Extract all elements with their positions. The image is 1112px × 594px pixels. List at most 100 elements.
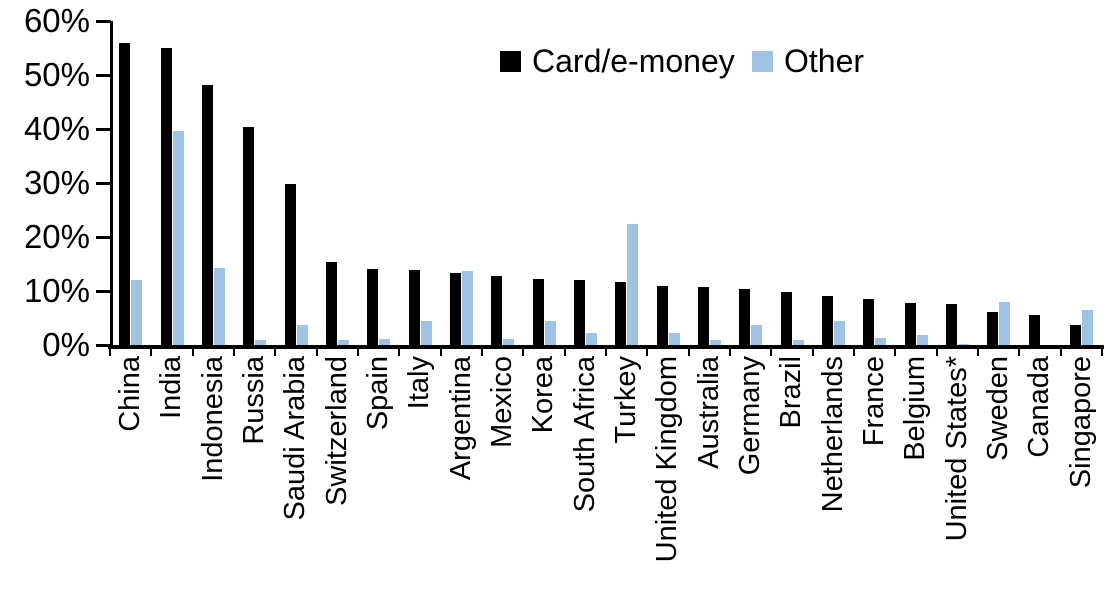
bar-other-south-africa	[585, 333, 597, 345]
bar-card-e-money-netherlands	[821, 296, 833, 345]
bar-card-e-money-spain	[367, 269, 379, 345]
x-label-brazil: Brazil	[771, 356, 812, 591]
bar-card-e-money-india	[160, 48, 172, 345]
category-tick	[935, 349, 938, 356]
bar-other-switzerland	[337, 340, 349, 345]
x-label-korea: Korea	[523, 356, 564, 591]
y-tick-label-30: 30%	[23, 164, 90, 201]
x-label-text-brazil: Brazil	[775, 356, 808, 429]
bar-card-e-money-italy	[408, 269, 420, 345]
bar-other-indonesia	[213, 268, 225, 345]
x-label-text-sweden: Sweden	[982, 356, 1015, 461]
x-label-germany: Germany	[730, 356, 771, 591]
bar-other-germany	[751, 325, 763, 345]
x-label-switzerland: Switzerland	[317, 356, 358, 591]
y-tick-label-40: 40%	[23, 110, 90, 147]
bar-card-e-money-sweden	[987, 311, 999, 345]
x-label-text-indonesia: Indonesia	[196, 356, 229, 482]
x-label-text-india: India	[155, 356, 188, 419]
bar-card-e-money-china	[119, 42, 131, 345]
category-tick	[605, 349, 607, 356]
category-tick	[853, 349, 855, 356]
bar-card-e-money-france	[863, 299, 875, 345]
x-label-text-united-states: United States*	[940, 356, 973, 542]
y-tick-30	[96, 181, 111, 185]
x-label-india: India	[151, 356, 192, 591]
bar-other-italy	[420, 320, 432, 345]
x-label-text-italy: Italy	[403, 356, 436, 410]
bar-card-e-money-united-kingdom	[656, 286, 668, 345]
category-tick	[357, 349, 359, 356]
x-label-text-singapore: Singapore	[1064, 356, 1097, 489]
category-tick	[1101, 349, 1103, 356]
bar-other-mexico	[503, 338, 515, 345]
category-tick	[150, 349, 153, 356]
x-label-south-africa: South Africa	[565, 356, 606, 591]
category-tick	[977, 349, 979, 356]
bar-card-e-money-russia	[243, 126, 255, 345]
bar-other-brazil	[792, 339, 804, 345]
legend-swatch-card-e-money	[500, 50, 521, 72]
x-label-text-united-kingdom: United Kingdom	[651, 356, 684, 563]
x-label-indonesia: Indonesia	[193, 356, 234, 591]
category-tick	[109, 349, 111, 356]
category-tick	[439, 349, 442, 356]
x-label-australia: Australia	[689, 356, 730, 591]
bar-card-e-money-mexico	[491, 276, 503, 345]
category-tick	[687, 349, 690, 356]
bar-other-argentina	[461, 271, 473, 345]
x-label-text-china: China	[114, 356, 147, 432]
x-label-netherlands: Netherlands	[813, 356, 854, 591]
bar-card-e-money-australia	[697, 287, 709, 345]
bar-other-india	[172, 130, 184, 345]
x-label-text-australia: Australia	[692, 356, 725, 469]
x-label-text-switzerland: Switzerland	[320, 356, 353, 506]
bar-card-e-money-singapore	[1069, 325, 1081, 345]
bar-card-e-money-switzerland	[325, 261, 337, 345]
y-tick-60	[96, 19, 111, 23]
x-axis-line	[108, 345, 1104, 349]
x-label-text-korea: Korea	[527, 356, 560, 434]
category-tick	[894, 349, 897, 356]
category-tick	[563, 349, 566, 356]
bar-card-e-money-south-africa	[573, 280, 585, 345]
x-label-italy: Italy	[399, 356, 440, 591]
x-label-text-south-africa: South Africa	[568, 356, 601, 513]
x-label-text-netherlands: Netherlands	[816, 356, 849, 513]
category-tick	[398, 349, 401, 356]
x-label-turkey: Turkey	[606, 356, 647, 591]
bar-other-china	[131, 280, 143, 345]
bar-other-turkey	[627, 223, 639, 345]
x-label-sweden: Sweden	[978, 356, 1019, 591]
y-axis-line	[110, 21, 113, 348]
bar-other-belgium	[916, 334, 928, 345]
bar-other-saudi-arabia	[296, 325, 308, 345]
x-label-text-germany: Germany	[734, 356, 767, 476]
y-tick-label-0: 0%	[42, 326, 90, 363]
bar-card-e-money-argentina	[449, 272, 461, 345]
bar-other-korea	[544, 321, 556, 345]
category-tick	[274, 349, 277, 356]
x-label-text-spain: Spain	[362, 356, 395, 431]
x-label-belgium: Belgium	[895, 356, 936, 591]
x-label-mexico: Mexico	[482, 356, 523, 591]
bar-card-e-money-belgium	[904, 302, 916, 345]
category-tick	[233, 349, 235, 356]
x-label-united-states: United States*	[937, 356, 978, 591]
category-tick	[729, 349, 731, 356]
x-label-spain: Spain	[358, 356, 399, 591]
x-label-argentina: Argentina	[441, 356, 482, 591]
bar-card-e-money-brazil	[780, 292, 792, 345]
x-label-united-kingdom: United Kingdom	[647, 356, 688, 591]
category-tick	[1059, 349, 1062, 356]
legend-item-other: Other	[752, 44, 864, 78]
y-tick-40	[96, 127, 111, 131]
y-tick-label-50: 50%	[23, 56, 90, 93]
category-tick	[646, 349, 649, 356]
x-label-text-turkey: Turkey	[610, 356, 643, 444]
y-tick-0	[96, 343, 111, 347]
x-label-text-france: France	[858, 356, 891, 447]
category-tick	[770, 349, 773, 356]
y-tick-label-10: 10%	[23, 272, 90, 309]
